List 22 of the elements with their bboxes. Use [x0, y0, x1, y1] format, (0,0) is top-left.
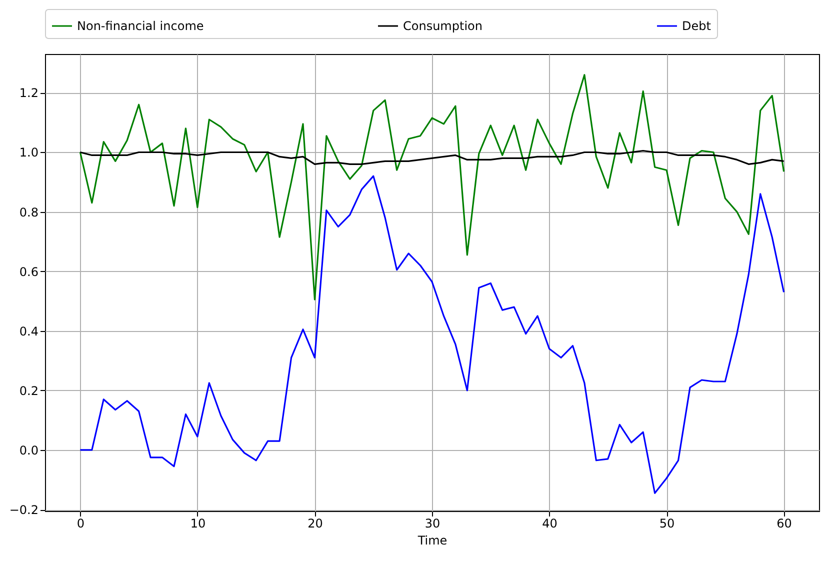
legend-label: Debt [682, 19, 712, 33]
x-axis-title: Time [416, 534, 448, 548]
x-tick-label: 50 [659, 516, 675, 530]
y-tick-label: 0.0 [19, 443, 38, 458]
y-tick-label: 0.2 [19, 384, 38, 398]
x-tick-label: 40 [542, 516, 558, 530]
y-tick-label: 1.0 [19, 146, 38, 160]
x-tick-label: 0 [76, 516, 84, 530]
x-tick-label: 30 [424, 516, 440, 530]
x-tick-label: 10 [190, 516, 206, 530]
y-tick-label: −0.2 [9, 503, 38, 518]
legend-label: Consumption [403, 19, 482, 33]
x-tick-label: 20 [308, 516, 323, 530]
legend-label: Non-financial income [77, 19, 204, 33]
y-tick-label: 0.4 [19, 324, 38, 338]
line-series [79, 175, 785, 494]
x-tick-label: 60 [776, 516, 792, 530]
y-tick-label: 1.2 [19, 86, 38, 100]
y-tick-label: 0.6 [19, 264, 38, 279]
line-series [79, 150, 785, 165]
line-series [79, 74, 785, 300]
y-tick-label: 0.8 [19, 205, 38, 220]
